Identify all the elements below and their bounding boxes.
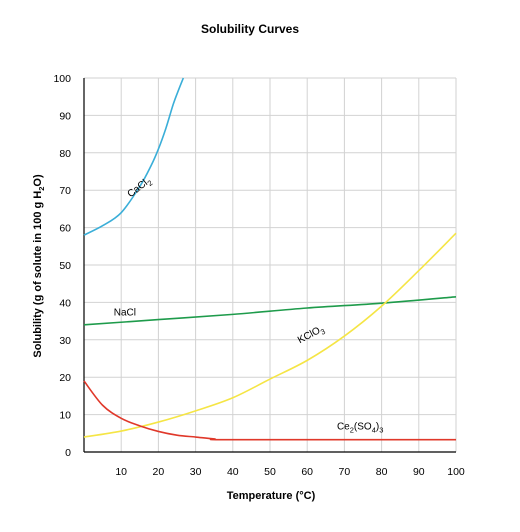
x-tick-label: 40: [227, 466, 239, 478]
curve-ce2-so4-3: [83, 380, 457, 441]
x-axis-title: Temperature (°C): [227, 490, 316, 502]
y-axis-title: Solubility (g of solute in 100 g H2O): [32, 174, 46, 358]
axes: [83, 78, 456, 453]
y-tick-label: 90: [59, 110, 71, 122]
x-tick-label: 60: [301, 466, 313, 478]
y-tick-label: 60: [59, 223, 71, 235]
y-tick-label: 70: [59, 185, 71, 197]
grid: [84, 77, 457, 453]
curve-cacl2: [83, 77, 185, 236]
x-tick-label: 30: [190, 466, 202, 478]
curve-nacl: [83, 295, 457, 326]
y-tick-labels: 0 10 20 30 40 50 60 70 80 90 100: [53, 73, 71, 459]
y-tick-label: 80: [59, 148, 71, 160]
y-tick-label: 50: [59, 260, 71, 272]
chart-title: Solubility Curves: [201, 22, 299, 36]
y-tick-label: 10: [59, 410, 71, 422]
x-tick-label: 50: [264, 466, 276, 478]
x-tick-label: 100: [447, 466, 465, 478]
curves: [83, 77, 457, 441]
x-tick-label: 90: [413, 466, 425, 478]
label-nacl: NaCl: [114, 307, 136, 318]
curve-labels: CaCl2 NaCl KClO3 Ce2(SO4)3: [114, 175, 384, 435]
x-tick-label: 20: [153, 466, 165, 478]
curve-kclo3: [83, 232, 457, 438]
y-tick-label: 20: [59, 372, 71, 384]
y-tick-label: 40: [59, 297, 71, 309]
y-tick-label: 30: [59, 335, 71, 347]
y-tick-label: 0: [65, 447, 71, 459]
y-tick-label: 100: [53, 73, 71, 85]
x-tick-labels: 10 20 30 40 50 60 70 80 90 100: [115, 466, 465, 478]
x-tick-label: 10: [115, 466, 127, 478]
label-cacl2: CaCl2: [126, 175, 155, 202]
x-tick-label: 70: [339, 466, 351, 478]
label-ce2-so4-3: Ce2(SO4)3: [337, 422, 383, 435]
x-tick-label: 80: [376, 466, 388, 478]
label-kclo3: KClO3: [296, 323, 327, 348]
